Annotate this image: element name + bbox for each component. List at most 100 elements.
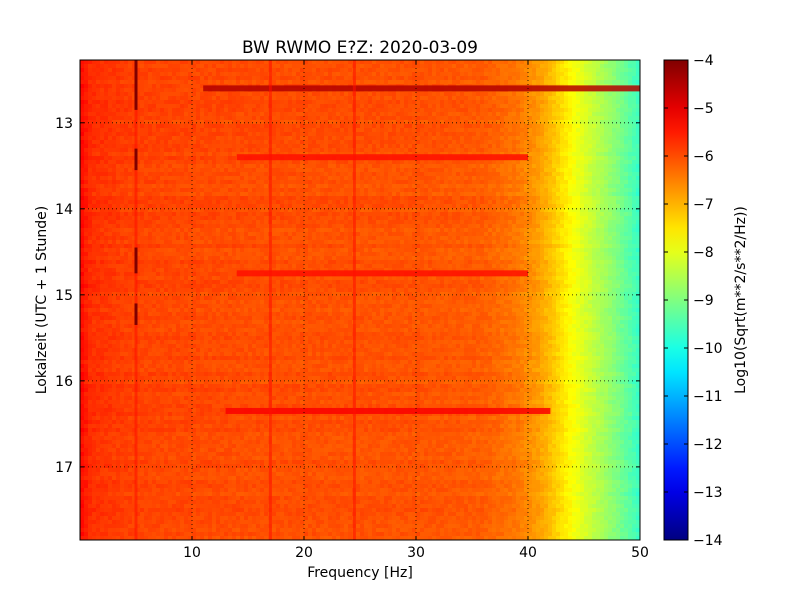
- heatmap-cell: [468, 92, 473, 97]
- heatmap-cell: [316, 144, 321, 149]
- heatmap-cell: [104, 80, 109, 85]
- heatmap-cell: [508, 144, 513, 149]
- heatmap-cell: [308, 104, 313, 109]
- heatmap-cell: [276, 200, 281, 205]
- heatmap-cell: [584, 80, 589, 85]
- heatmap-cell: [388, 192, 393, 197]
- heatmap-cell: [600, 144, 605, 149]
- heatmap-cell: [628, 72, 633, 77]
- heatmap-cell: [448, 72, 453, 77]
- heatmap-cell: [476, 92, 481, 97]
- heatmap-cell: [484, 132, 489, 137]
- heatmap-cell: [196, 104, 201, 109]
- heatmap-cell: [224, 196, 229, 201]
- heatmap-cell: [336, 92, 341, 97]
- heatmap-cell: [192, 108, 197, 113]
- heatmap-cell: [332, 100, 337, 105]
- heatmap-cell: [372, 136, 377, 141]
- heatmap-cell: [312, 196, 317, 201]
- heatmap-cell: [220, 104, 225, 109]
- heatmap-cell: [532, 180, 537, 185]
- heatmap-cell: [556, 164, 561, 169]
- heatmap-cell: [512, 188, 517, 193]
- heatmap-cell: [388, 160, 393, 165]
- heatmap-cell: [404, 188, 409, 193]
- heatmap-cell: [196, 156, 201, 161]
- heatmap-cell: [228, 104, 233, 109]
- heatmap-cell: [460, 124, 465, 129]
- heatmap-cell: [108, 88, 113, 93]
- heatmap-cell: [528, 76, 533, 81]
- heatmap-cell: [392, 124, 397, 129]
- heatmap-cell: [472, 60, 477, 65]
- heatmap-cell: [140, 136, 145, 141]
- heatmap-cell: [284, 140, 289, 145]
- heatmap-cell: [484, 196, 489, 201]
- heatmap-cell: [440, 68, 445, 73]
- heatmap-cell: [280, 188, 285, 193]
- heatmap-cell: [616, 152, 621, 157]
- heatmap-cell: [620, 152, 625, 157]
- heatmap-cell: [224, 180, 229, 185]
- heatmap-cell: [184, 84, 189, 89]
- heatmap-cell: [588, 156, 593, 161]
- heatmap-cell: [572, 76, 577, 81]
- heatmap-cell: [552, 116, 557, 121]
- heatmap-cell: [624, 188, 629, 193]
- heatmap-cell: [532, 124, 537, 129]
- heatmap-cell: [244, 116, 249, 121]
- heatmap-cell: [176, 196, 181, 201]
- heatmap-cell: [124, 92, 129, 97]
- heatmap-cell: [320, 96, 325, 101]
- heatmap-cell: [552, 112, 557, 117]
- heatmap-cell: [112, 188, 117, 193]
- heatmap-cell: [168, 104, 173, 109]
- heatmap-cell: [304, 132, 309, 137]
- heatmap-cell: [572, 160, 577, 165]
- heatmap-cell: [564, 124, 569, 129]
- heatmap-cell: [140, 184, 145, 189]
- heatmap-cell: [556, 156, 561, 161]
- heatmap-cell: [168, 108, 173, 113]
- heatmap-cell: [360, 172, 365, 177]
- heatmap-cell: [332, 128, 337, 133]
- heatmap-cell: [480, 136, 485, 141]
- heatmap-cell: [236, 116, 241, 121]
- heatmap-cell: [344, 128, 349, 133]
- heatmap-cell: [312, 180, 317, 185]
- heatmap-cell: [388, 180, 393, 185]
- heatmap-cell: [444, 136, 449, 141]
- heatmap-cell: [584, 144, 589, 149]
- heatmap-cell: [360, 192, 365, 197]
- heatmap-cell: [452, 76, 457, 81]
- heatmap-cell: [356, 68, 361, 73]
- heatmap-cell: [428, 144, 433, 149]
- heatmap-cell: [492, 144, 497, 149]
- heatmap-cell: [180, 84, 185, 89]
- heatmap-cell: [500, 144, 505, 149]
- heatmap-cell: [80, 140, 85, 145]
- heatmap-cell: [232, 76, 237, 81]
- heatmap-cell: [176, 168, 181, 173]
- heatmap-cell: [152, 88, 157, 93]
- heatmap-cell: [144, 132, 149, 137]
- heatmap-cell: [532, 192, 537, 197]
- heatmap-cell: [108, 100, 113, 105]
- heatmap-cell: [416, 96, 421, 101]
- heatmap-cell: [552, 76, 557, 81]
- heatmap-cell: [488, 108, 493, 113]
- heatmap-cell: [616, 120, 621, 125]
- heatmap-cell: [128, 168, 133, 173]
- heatmap-cell: [616, 192, 621, 197]
- heatmap-cell: [88, 120, 93, 125]
- heatmap-cell: [508, 128, 513, 133]
- heatmap-cell: [204, 180, 209, 185]
- heatmap-cell: [344, 108, 349, 113]
- heatmap-cell: [344, 160, 349, 165]
- heatmap-cell: [124, 100, 129, 105]
- heatmap-cell: [232, 184, 237, 189]
- heatmap-cell: [116, 136, 121, 141]
- heatmap-cell: [496, 124, 501, 129]
- heatmap-cell: [468, 164, 473, 169]
- heatmap-cell: [224, 68, 229, 73]
